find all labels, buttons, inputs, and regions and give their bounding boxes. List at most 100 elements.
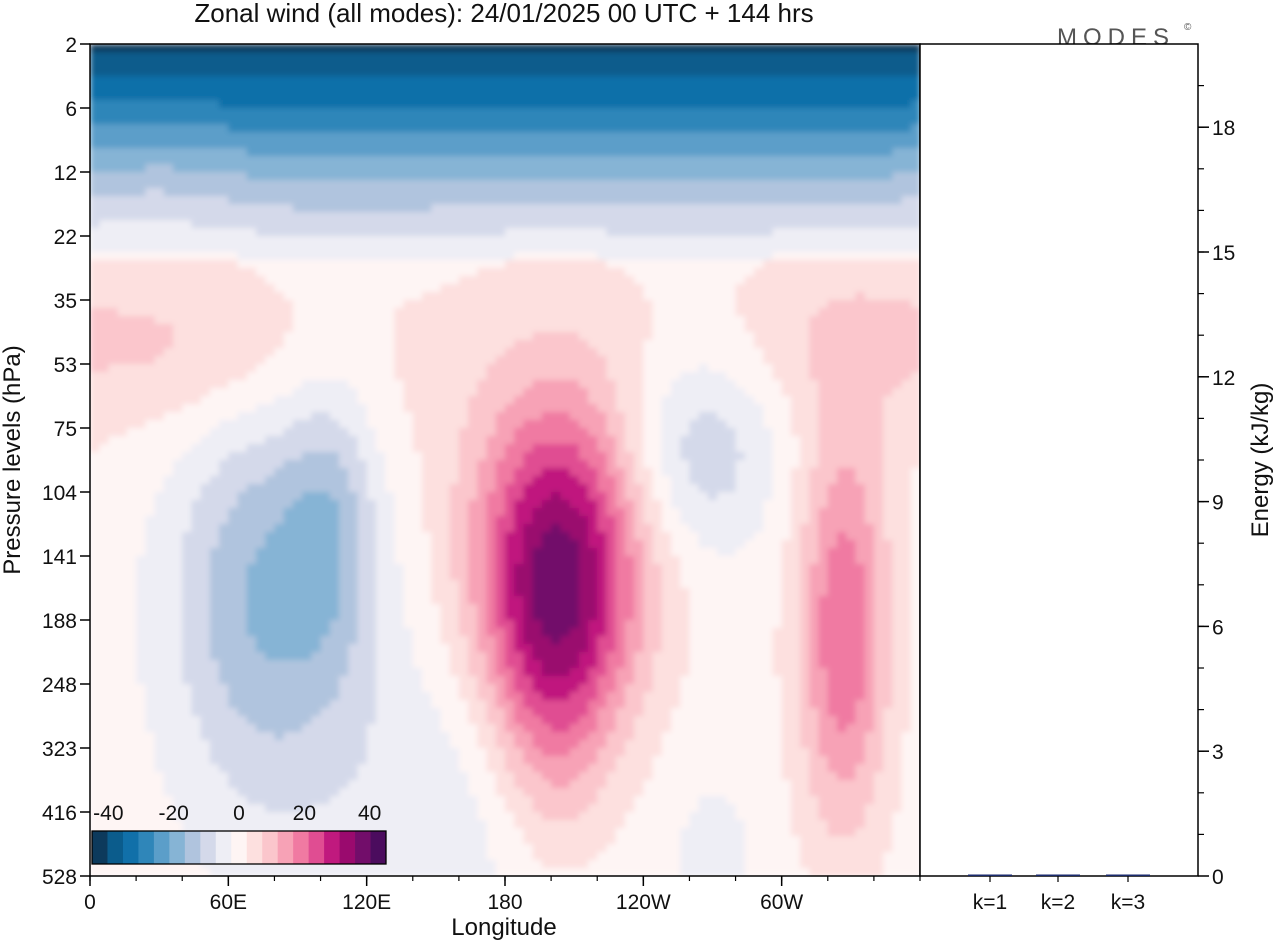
wind-cell bbox=[883, 332, 894, 341]
wind-cell bbox=[892, 244, 903, 253]
wind-cell bbox=[772, 228, 783, 237]
wind-cell bbox=[652, 92, 663, 101]
wind-cell bbox=[809, 180, 820, 189]
wind-cell bbox=[440, 68, 451, 77]
wind-cell bbox=[495, 172, 506, 181]
wind-cell bbox=[458, 236, 469, 245]
wind-cell bbox=[735, 140, 746, 149]
wind-cell bbox=[717, 180, 728, 189]
wind-cell bbox=[237, 236, 248, 245]
wind-cell bbox=[145, 396, 156, 405]
wind-cell bbox=[551, 100, 562, 109]
wind-cell bbox=[624, 124, 635, 133]
wind-cell bbox=[827, 340, 838, 349]
wind-cell bbox=[191, 140, 202, 149]
wind-cell bbox=[837, 260, 847, 269]
wind-cell bbox=[385, 452, 396, 461]
wind-cell bbox=[514, 220, 525, 229]
wind-cell bbox=[800, 52, 811, 61]
wind-cell bbox=[477, 468, 488, 477]
wind-cell bbox=[228, 412, 239, 421]
wind-cell bbox=[680, 44, 691, 53]
wind-cell bbox=[468, 196, 479, 205]
wind-cell bbox=[873, 308, 884, 317]
wind-cell bbox=[671, 468, 681, 477]
wind-cell bbox=[827, 332, 838, 341]
wind-cell bbox=[200, 228, 211, 237]
wind-cell bbox=[99, 276, 110, 285]
wind-cell bbox=[809, 372, 820, 381]
wind-cell bbox=[541, 164, 552, 173]
wind-cell bbox=[505, 244, 515, 253]
wind-cell bbox=[486, 164, 497, 173]
wind-cell bbox=[689, 44, 700, 53]
wind-cell bbox=[901, 196, 912, 205]
wind-cell bbox=[707, 204, 718, 213]
wind-cell bbox=[394, 324, 405, 333]
wind-cell bbox=[145, 156, 156, 165]
wind-cell bbox=[394, 436, 405, 445]
wind-cell bbox=[901, 228, 912, 237]
wind-cell bbox=[514, 180, 525, 189]
wind-cell bbox=[560, 68, 571, 77]
wind-cell bbox=[754, 148, 764, 157]
wind-cell bbox=[671, 60, 681, 69]
wind-cell bbox=[634, 308, 645, 317]
wind-cell bbox=[809, 284, 820, 293]
wind-cell bbox=[339, 412, 349, 421]
wind-cell bbox=[256, 124, 266, 133]
wind-cell bbox=[468, 252, 479, 261]
wind-cell bbox=[237, 220, 248, 229]
wind-cell bbox=[846, 324, 857, 333]
wind-cell bbox=[90, 372, 100, 381]
wind-cell bbox=[661, 476, 672, 485]
wind-cell bbox=[145, 436, 156, 445]
wind-cell bbox=[744, 164, 755, 173]
wind-cell bbox=[458, 444, 469, 453]
wind-cell bbox=[588, 52, 598, 61]
wind-cell bbox=[495, 196, 506, 205]
wind-cell bbox=[883, 292, 894, 301]
wind-cell bbox=[237, 452, 248, 461]
wind-cell bbox=[523, 220, 534, 229]
wind-cell bbox=[809, 404, 820, 413]
wind-cell bbox=[717, 348, 728, 357]
wind-cell bbox=[597, 316, 608, 325]
wind-cell bbox=[523, 364, 534, 373]
wind-cell bbox=[136, 140, 147, 149]
wind-cell bbox=[440, 364, 451, 373]
wind-cell bbox=[652, 412, 663, 421]
wind-cell bbox=[357, 356, 368, 365]
wind-cell bbox=[634, 132, 645, 141]
wind-cell bbox=[348, 180, 359, 189]
wind-cell bbox=[505, 228, 515, 237]
wind-cell bbox=[99, 396, 110, 405]
wind-cell bbox=[173, 284, 183, 293]
wind-cell bbox=[523, 428, 534, 437]
wind-cell bbox=[403, 180, 414, 189]
wind-cell bbox=[283, 476, 294, 485]
wind-cell bbox=[671, 236, 681, 245]
wind-cell bbox=[182, 148, 193, 157]
wind-cell bbox=[689, 396, 700, 405]
wind-cell bbox=[394, 60, 405, 69]
wind-cell bbox=[385, 92, 396, 101]
wind-cell bbox=[809, 268, 820, 277]
wind-cell bbox=[846, 100, 857, 109]
wind-cell bbox=[173, 396, 183, 405]
wind-cell bbox=[790, 460, 801, 469]
wind-cell bbox=[772, 100, 783, 109]
wind-cell bbox=[754, 364, 764, 373]
wind-cell bbox=[624, 268, 635, 277]
wind-cell bbox=[634, 356, 645, 365]
wind-cell bbox=[790, 284, 801, 293]
wind-cell bbox=[873, 396, 884, 405]
wind-cell bbox=[302, 108, 313, 117]
wind-cell bbox=[569, 156, 580, 165]
wind-cell bbox=[200, 340, 211, 349]
wind-cell bbox=[726, 196, 737, 205]
wind-cell bbox=[846, 404, 857, 413]
wind-cell bbox=[200, 348, 211, 357]
wind-cell bbox=[256, 188, 266, 197]
wind-cell bbox=[588, 300, 598, 309]
